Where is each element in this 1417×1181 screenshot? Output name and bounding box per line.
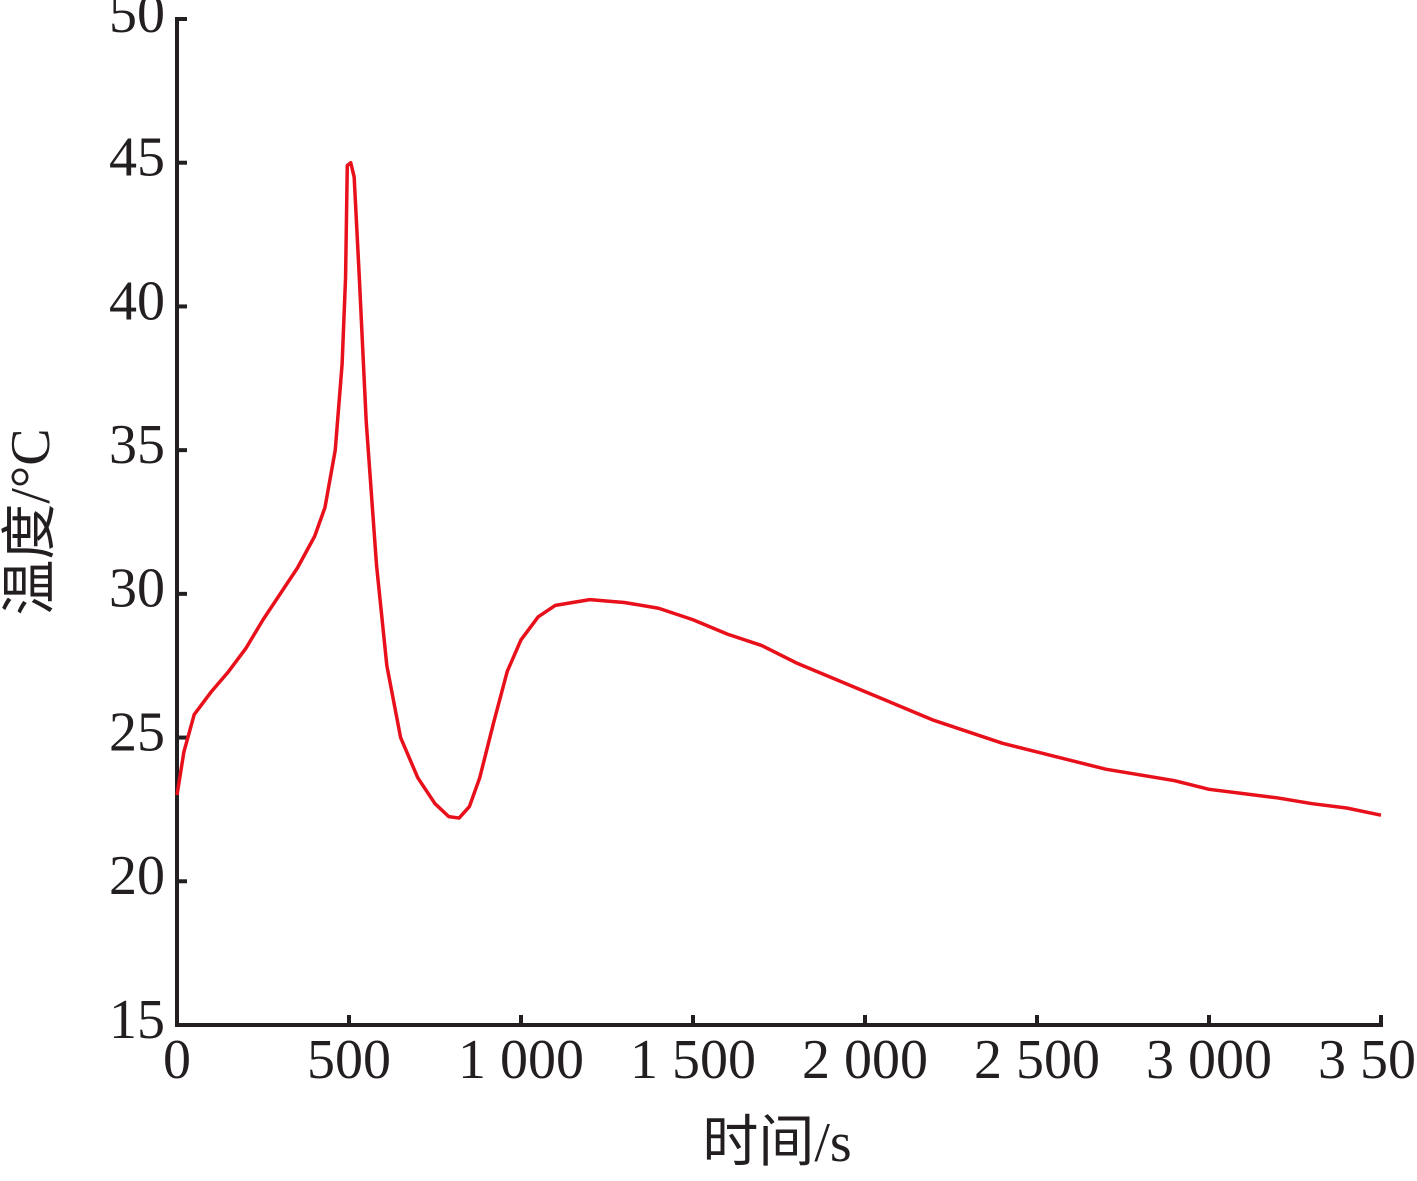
x-tick-label: 500 (307, 1029, 391, 1091)
y-tick-label: 45 (109, 127, 165, 189)
x-axis-label: 时间/s (702, 1112, 851, 1174)
y-tick-label: 35 (109, 414, 165, 476)
x-tick-label: 2 000 (802, 1029, 928, 1091)
y-tick-label: 30 (109, 558, 165, 620)
y-tick-label: 40 (109, 270, 165, 332)
y-tick-label: 25 (109, 701, 165, 763)
x-tick-label: 0 (163, 1029, 191, 1091)
y-tick-label: 20 (109, 845, 165, 907)
y-axis-label: 温度/°C (0, 428, 62, 615)
x-tick-label: 3 000 (1146, 1029, 1272, 1091)
x-tick-label: 1 000 (458, 1029, 584, 1091)
x-tick-label: 1 500 (630, 1029, 756, 1091)
y-tick-label: 50 (109, 0, 165, 45)
y-tick-label: 15 (109, 989, 165, 1051)
x-tick-label: 3 500 (1318, 1029, 1417, 1091)
x-tick-label: 2 500 (974, 1029, 1100, 1091)
data-line (175, 160, 1382, 820)
